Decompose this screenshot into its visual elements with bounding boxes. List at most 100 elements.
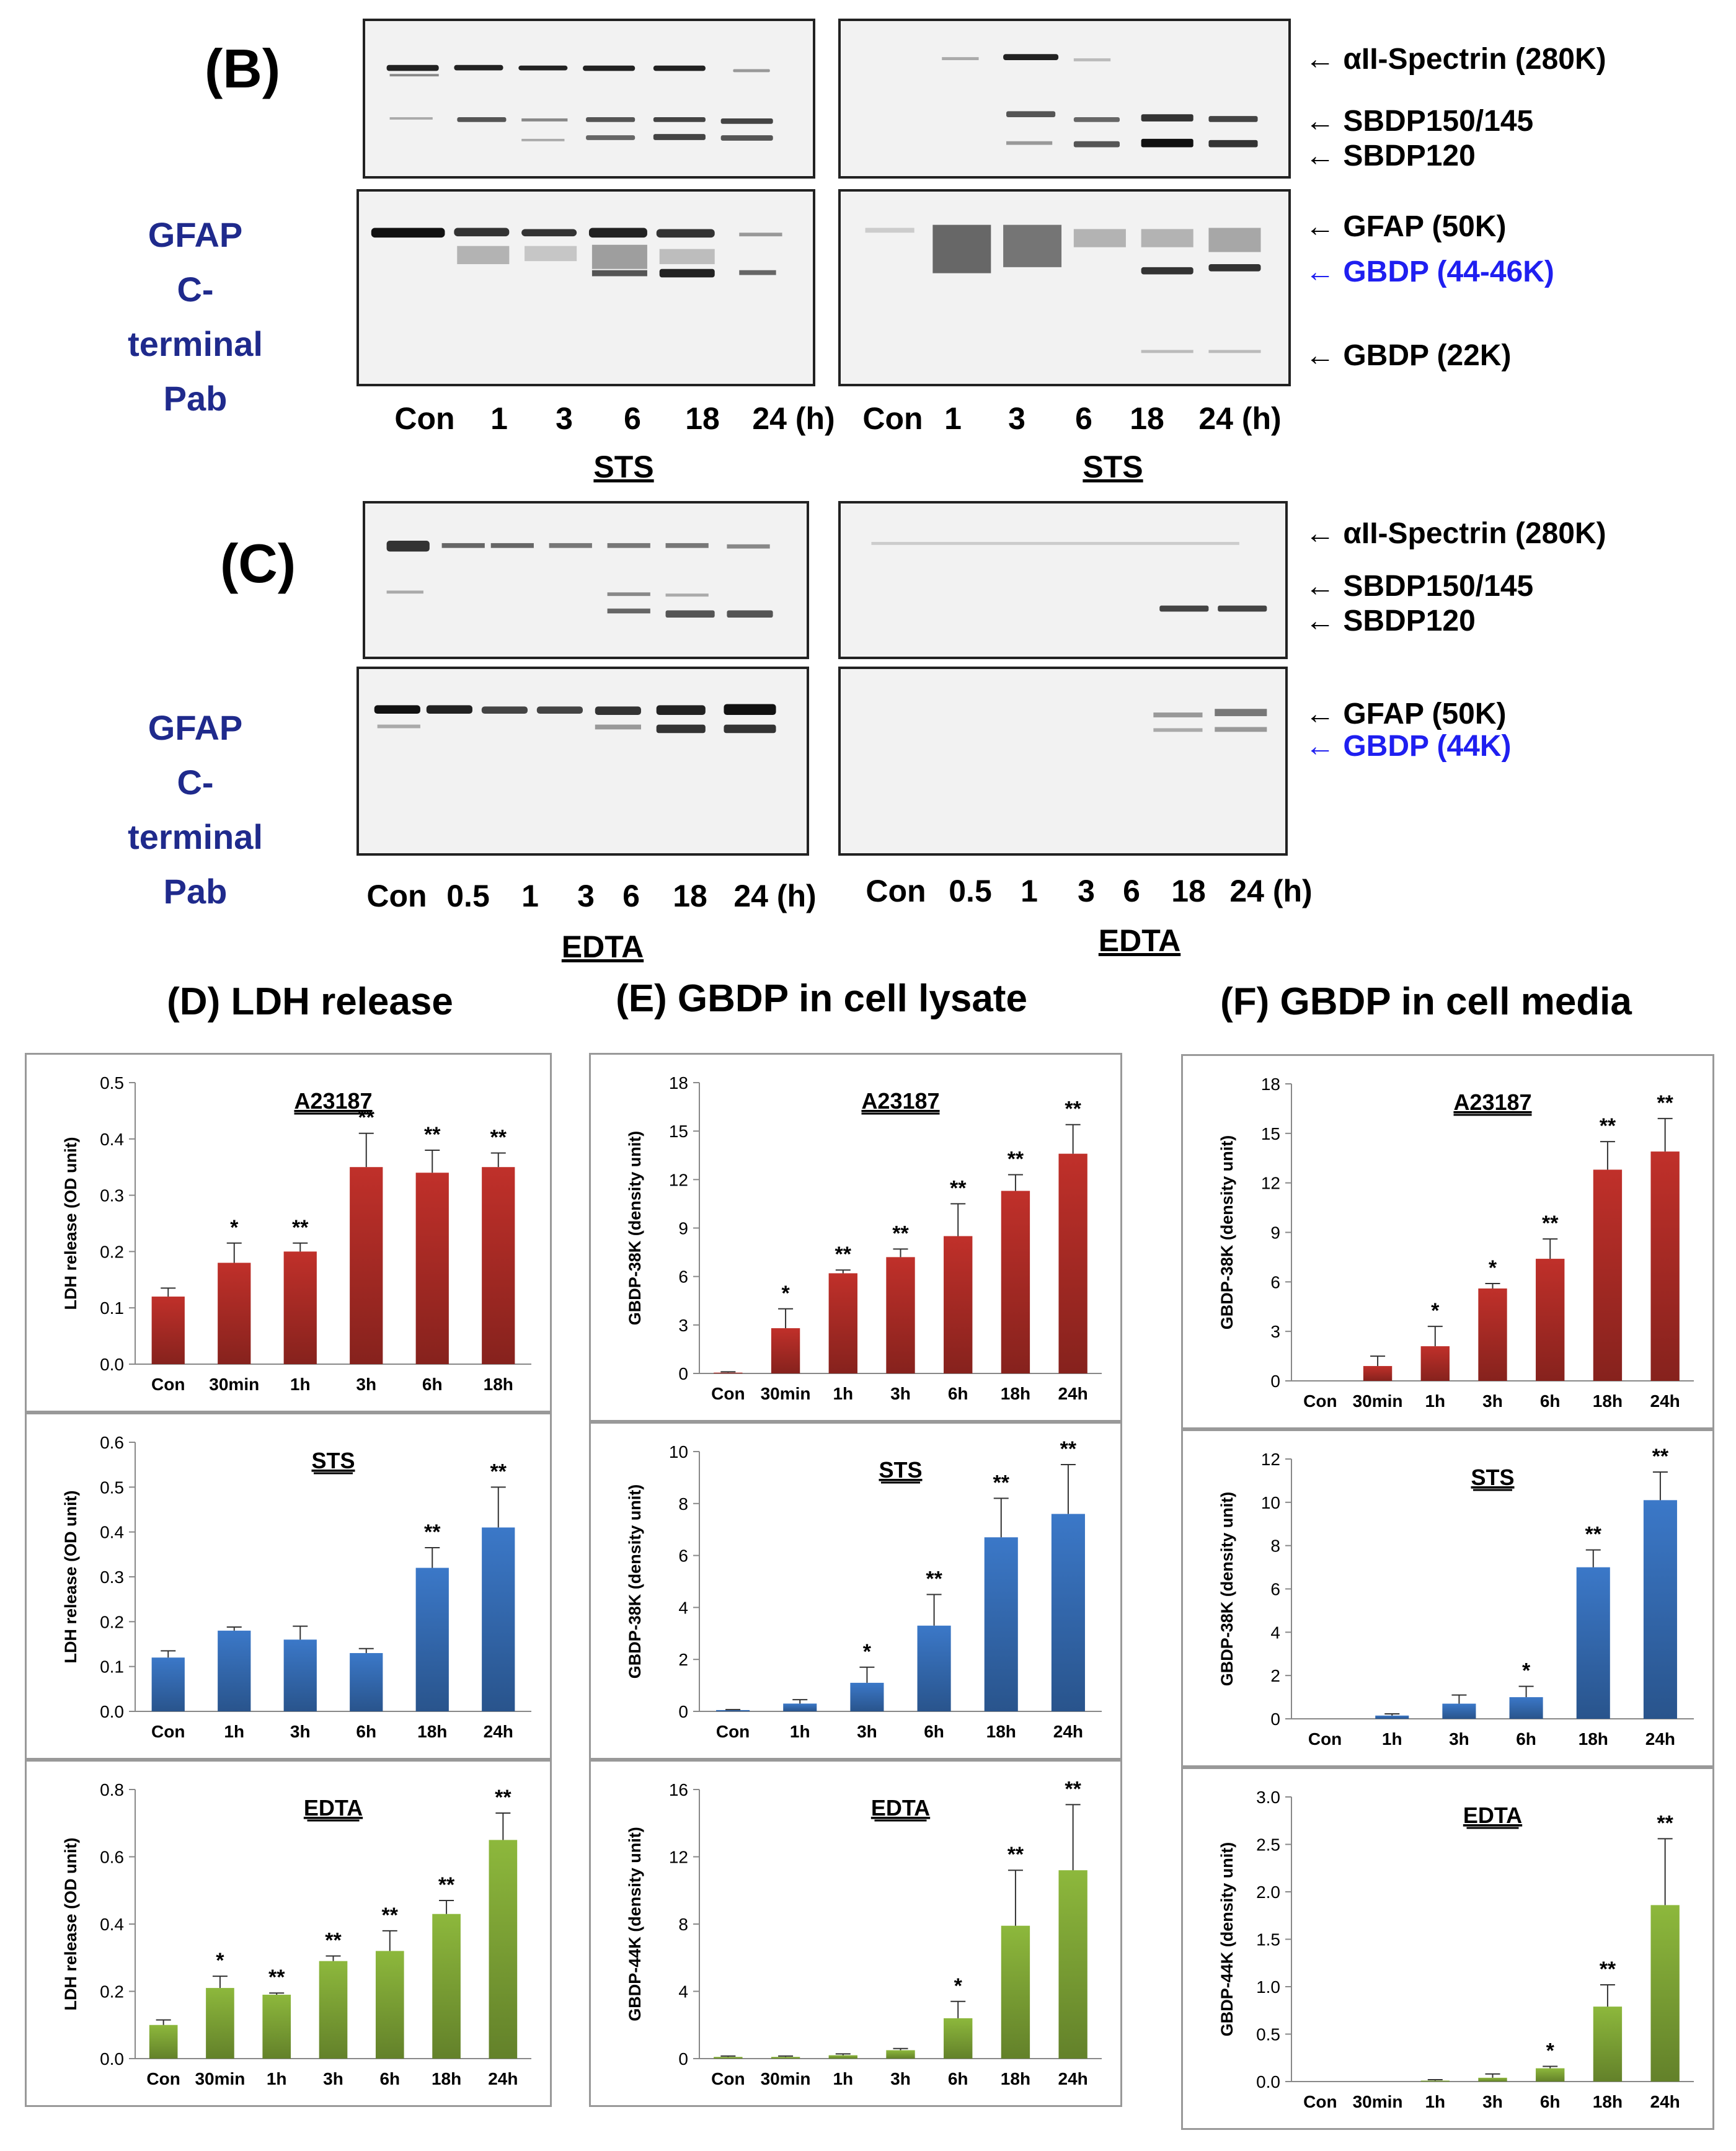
bar xyxy=(1576,1567,1610,1719)
y-axis-label: LDH release (OD unit) xyxy=(61,1490,80,1663)
x-tick-label: 6h xyxy=(1540,2092,1561,2111)
x-tick-label: 1h xyxy=(267,2069,287,2088)
y-tick-label: 9 xyxy=(1270,1223,1280,1243)
bar xyxy=(151,1657,185,1711)
arrow-left-icon: ← xyxy=(1305,339,1335,372)
x-tick-label: 6h xyxy=(1516,1729,1536,1749)
chart-svg: 0.0 0.5 1.0 1.5 2.0 2.5 3.0 GBDP-44K (density u… xyxy=(1218,1788,1694,2111)
lane-label: 3 xyxy=(1078,874,1095,908)
chart-svg: 0.0 0.2 0.4 0.6 0.8 LDH release (OD unit) Con *… xyxy=(61,1780,531,2088)
blot-c-spectrin-right xyxy=(838,501,1288,659)
y-tick-label: 6 xyxy=(1270,1272,1280,1292)
significance-label: ** xyxy=(950,1176,967,1200)
blot-c-gfap-left xyxy=(356,667,809,856)
significance-label: ** xyxy=(1657,1811,1673,1835)
x-tick-label: 1h xyxy=(1425,1391,1445,1411)
section-title-d: (D) LDH release xyxy=(167,980,453,1023)
y-tick-label: 0.3 xyxy=(100,1568,124,1587)
lane-label: 24 (h) xyxy=(1198,401,1282,436)
x-tick-label: 1h xyxy=(833,1384,853,1403)
blot-b-spectrin-left-image xyxy=(386,64,773,141)
y-tick-label: 0.0 xyxy=(100,1355,124,1374)
band-label-gbdp-44-46: ← GBDP (44-46K) xyxy=(1305,255,1554,288)
y-tick-label: 2.0 xyxy=(1256,1883,1280,1902)
x-tick-label: 6h xyxy=(422,1375,443,1394)
section-title-f: (F) GBDP in cell media xyxy=(1220,980,1632,1023)
chart-svg: 0 2 4 6 8 10 12 GBDP-38K (density unit) Con 1h 3h *… xyxy=(1218,1445,1694,1749)
blot-b-spectrin-right xyxy=(838,19,1291,179)
lane-label: 1 xyxy=(1021,874,1038,908)
arrow-left-icon: ← xyxy=(1305,105,1335,138)
bar xyxy=(716,1710,750,1711)
arrow-left-icon: ← xyxy=(1305,255,1335,288)
significance-label: ** xyxy=(835,1243,852,1266)
chart-e-sts: 0 2 4 6 8 10 GBDP-38K (density unit) Con 1h * 3h **… xyxy=(589,1422,1122,1760)
blot-b-spectrin-left xyxy=(363,19,815,179)
bar xyxy=(828,1273,857,1373)
treatment-label-edta-left: EDTA xyxy=(561,929,644,964)
significance-label: ** xyxy=(1065,1098,1081,1121)
significance-label: * xyxy=(1546,2039,1555,2063)
lane-label: 3 xyxy=(1008,401,1025,436)
bar xyxy=(984,1537,1018,1711)
bar xyxy=(783,1703,817,1711)
blot-c-spectrin-left xyxy=(363,501,809,659)
y-tick-label: 0.2 xyxy=(100,1982,124,2002)
x-tick-label: 1h xyxy=(1382,1729,1402,1749)
bar xyxy=(218,1630,251,1711)
y-tick-label: 12 xyxy=(1261,1174,1280,1193)
x-tick-label: 30min xyxy=(209,1375,259,1394)
lane-label: 18 xyxy=(1130,401,1164,436)
bar xyxy=(1051,1514,1085,1711)
antibody-label-line: Pab xyxy=(163,872,228,911)
x-tick-label: 18h xyxy=(1001,1384,1030,1403)
y-tick-label: 0.6 xyxy=(100,1433,124,1452)
blot-c-spectrin-left-image xyxy=(386,541,773,618)
x-tick-label: 30min xyxy=(1353,2092,1403,2111)
lane-label: 3 xyxy=(556,401,573,436)
significance-label: ** xyxy=(424,1520,441,1544)
significance-label: * xyxy=(863,1640,872,1664)
x-tick-label: 24h xyxy=(1058,1384,1088,1403)
arrow-left-icon: ← xyxy=(1305,570,1335,603)
chart-svg: 0 2 4 6 8 10 GBDP-38K (density unit) Con 1h * 3h **… xyxy=(626,1437,1102,1741)
y-tick-label: 0.2 xyxy=(100,1612,124,1631)
bar xyxy=(149,2025,178,2059)
x-tick-label: Con xyxy=(1308,1729,1342,1749)
x-tick-label: 30min xyxy=(761,2069,811,2088)
chart-title: STS xyxy=(879,1457,922,1483)
significance-label: ** xyxy=(382,1904,399,1927)
y-tick-label: 0.4 xyxy=(100,1523,124,1542)
antibody-label-line: GFAP xyxy=(148,215,243,254)
lane-label: 3 xyxy=(577,879,595,913)
arrow-left-icon: ← xyxy=(1305,605,1335,637)
bar xyxy=(1478,1288,1507,1381)
significance-label: ** xyxy=(424,1123,441,1146)
band-label-sbdp150: ← SBDP150/145 xyxy=(1305,105,1534,138)
panel-b-letter: (B) xyxy=(205,38,281,99)
lane-label: 0.5 xyxy=(446,879,490,913)
significance-label: ** xyxy=(892,1222,909,1245)
y-tick-label: 6 xyxy=(678,1546,688,1566)
lane-label: 0.5 xyxy=(949,874,992,908)
bar xyxy=(375,1951,404,2059)
bar xyxy=(1420,1346,1450,1381)
blot-c-gfap-right xyxy=(838,667,1288,856)
x-tick-label: 6h xyxy=(356,1722,376,1741)
arrow-left-icon: ← xyxy=(1305,43,1335,76)
significance-label: ** xyxy=(490,1126,507,1150)
y-tick-label: 9 xyxy=(678,1219,688,1238)
bar xyxy=(1593,1169,1623,1381)
y-tick-label: 8 xyxy=(678,1915,688,1934)
antibody-label-line: C-terminal xyxy=(128,763,263,856)
y-tick-label: 0.6 xyxy=(100,1848,124,1867)
x-tick-label: 18h xyxy=(432,2069,461,2088)
x-tick-label: 30min xyxy=(195,2069,245,2088)
antibody-label-line: GFAP xyxy=(148,708,243,747)
bar xyxy=(1001,1191,1030,1373)
y-tick-label: 12 xyxy=(669,1848,688,1867)
blot-b-gfap-right-image xyxy=(865,224,1261,353)
x-tick-label: 6h xyxy=(1540,1391,1561,1411)
bar xyxy=(944,1236,973,1373)
y-tick-label: 6 xyxy=(1270,1580,1280,1599)
